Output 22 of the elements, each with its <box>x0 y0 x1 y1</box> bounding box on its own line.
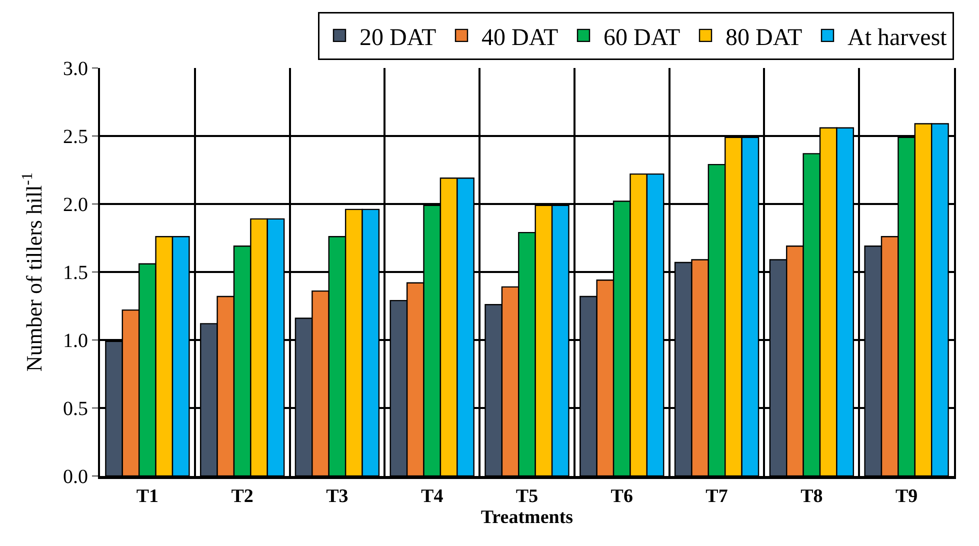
x-tick-label: T8 <box>800 486 823 507</box>
x-tick-label: T3 <box>326 486 348 507</box>
x-tick-label: T2 <box>231 486 254 507</box>
x-tick-label: T5 <box>516 486 538 507</box>
legend-label: 60 DAT <box>604 24 681 51</box>
y-tick-label: 2.5 <box>63 126 88 148</box>
x-tick-label: T7 <box>706 486 728 507</box>
x-tick-label: T9 <box>895 486 918 507</box>
legend-label: At harvest <box>848 24 948 51</box>
y-tick-label: 0.5 <box>63 398 88 420</box>
y-tick-label: 3.0 <box>63 58 88 80</box>
y-tick-label: 1.5 <box>63 262 88 284</box>
y-tick-label: 1.0 <box>63 330 88 352</box>
legend-label: 20 DAT <box>360 24 437 51</box>
y-tick-label: 0.0 <box>63 466 88 488</box>
y-tick-label: 2.0 <box>63 194 88 216</box>
legend-label: 40 DAT <box>482 24 559 51</box>
legend-label: 80 DAT <box>726 24 803 51</box>
x-tick-label: T4 <box>421 486 444 507</box>
x-axis-title: Treatments <box>480 506 574 528</box>
x-tick-label: T1 <box>136 486 159 507</box>
x-tick-label: T6 <box>610 486 633 507</box>
